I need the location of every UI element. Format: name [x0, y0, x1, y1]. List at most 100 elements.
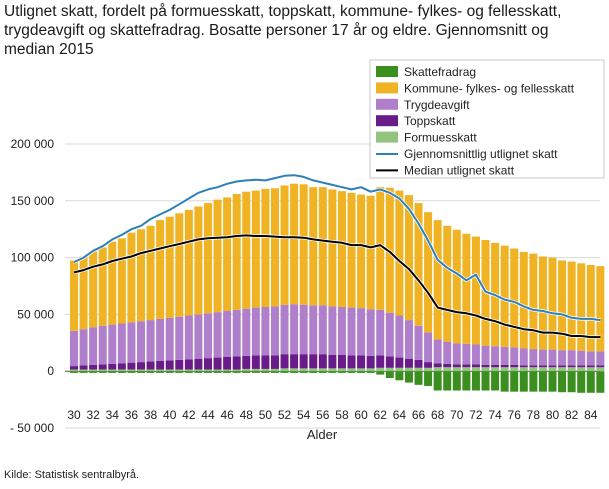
bar-series — [70, 183, 605, 393]
bar-toppskatt — [491, 364, 500, 368]
bar-formuesskatt — [175, 369, 184, 372]
bar-skattefradrag — [558, 371, 567, 393]
bar-skattefradrag — [108, 371, 117, 373]
bar-formuesskatt — [194, 369, 203, 372]
bar-formuesskatt — [347, 368, 356, 372]
bar-formuesskatt — [424, 367, 433, 372]
bar-toppskatt — [414, 359, 423, 368]
bar-skattefradrag — [261, 371, 270, 373]
bar-trygdeavgift — [366, 309, 375, 356]
x-tick-label: 38 — [144, 408, 158, 422]
median-tax-line — [73, 234, 601, 339]
bar-toppskatt — [385, 356, 394, 368]
bar-formuesskatt — [481, 367, 490, 372]
bar-skattefradrag — [596, 371, 605, 393]
x-tick-label: 68 — [431, 408, 445, 422]
bar-toppskatt — [156, 360, 165, 370]
bar-toppskatt — [328, 354, 337, 369]
bar-skattefradrag — [270, 371, 279, 373]
bar-kommune — [548, 257, 557, 350]
bar-trygdeavgift — [481, 345, 490, 365]
bar-toppskatt — [500, 364, 509, 368]
bar-formuesskatt — [184, 369, 193, 372]
bar-kommune — [79, 256, 88, 330]
bar-trygdeavgift — [232, 309, 241, 357]
bar-skattefradrag — [203, 371, 212, 373]
bar-kommune — [194, 206, 203, 315]
legend-swatch — [376, 82, 398, 94]
bar-skattefradrag — [538, 371, 547, 392]
bar-toppskatt — [452, 364, 461, 368]
x-tick-label: 46 — [220, 408, 234, 422]
bar-skattefradrag — [213, 371, 222, 373]
bar-skattefradrag — [299, 371, 308, 373]
x-tick-label: 80 — [546, 408, 560, 422]
legend-background — [369, 59, 605, 179]
bar-trygdeavgift — [309, 305, 318, 355]
bar-skattefradrag — [184, 371, 193, 373]
bar-toppskatt — [366, 355, 375, 369]
bar-kommune — [146, 225, 155, 321]
x-tick-label: 56 — [316, 408, 330, 422]
bar-kommune — [558, 260, 567, 351]
x-tick-label: 58 — [335, 408, 349, 422]
bar-formuesskatt — [70, 369, 78, 372]
bar-skattefradrag — [242, 371, 251, 373]
bar-skattefradrag — [117, 371, 126, 373]
bar-trygdeavgift — [347, 307, 356, 356]
bar-skattefradrag — [89, 371, 98, 373]
bar-trygdeavgift — [510, 347, 519, 365]
x-tick-label: 62 — [374, 408, 388, 422]
bar-skattefradrag — [70, 371, 78, 373]
bar-skattefradrag — [529, 371, 538, 392]
bar-skattefradrag — [424, 371, 433, 386]
bar-toppskatt — [242, 355, 251, 369]
x-tick-label: 36 — [125, 408, 139, 422]
bar-skattefradrag — [567, 371, 576, 393]
bar-formuesskatt — [567, 367, 576, 372]
bar-skattefradrag — [462, 371, 471, 391]
bar-kommune — [510, 248, 519, 348]
bar-trygdeavgift — [136, 321, 145, 363]
bar-kommune — [299, 184, 308, 305]
bar-toppskatt — [108, 363, 117, 370]
bar-skattefradrag — [500, 371, 509, 392]
bar-trygdeavgift — [280, 304, 289, 355]
bar-toppskatt — [424, 362, 433, 368]
x-tick-label: 70 — [450, 408, 464, 422]
bar-formuesskatt — [500, 367, 509, 372]
x-tick-label: 60 — [354, 408, 368, 422]
x-tick-label: 52 — [278, 408, 292, 422]
bar-trygdeavgift — [404, 320, 413, 359]
bar-skattefradrag — [328, 371, 337, 373]
bar-trygdeavgift — [414, 325, 423, 360]
legend-swatch — [376, 66, 398, 77]
y-axis-ticks: - 50 000 0 50 000 100 000 150 000 200 000 — [10, 137, 54, 435]
bar-trygdeavgift — [452, 343, 461, 365]
bar-formuesskatt — [146, 369, 155, 372]
bar-kommune — [596, 266, 605, 352]
bar-skattefradrag — [414, 371, 423, 385]
bar-trygdeavgift — [290, 304, 299, 355]
y-tick-label: 150 000 — [11, 194, 55, 208]
bar-trygdeavgift — [491, 346, 500, 365]
x-axis-ticks: 30 32 34 36 38 40 42 44 46 48 50 52 54 56 58 60 62 64 66 68… — [67, 408, 597, 422]
bar-kommune — [270, 188, 279, 307]
bar-kommune — [280, 185, 289, 305]
x-tick-label: 44 — [201, 408, 215, 422]
bar-kommune — [70, 260, 78, 331]
bar-toppskatt — [175, 359, 184, 370]
bar-skattefradrag — [337, 371, 346, 373]
bar-trygdeavgift — [146, 320, 155, 362]
bar-toppskatt — [280, 354, 289, 369]
bar-skattefradrag — [366, 371, 375, 373]
x-tick-label: 78 — [527, 408, 541, 422]
bar-trygdeavgift — [242, 308, 251, 356]
bar-skattefradrag — [280, 371, 289, 373]
bar-toppskatt — [270, 355, 279, 369]
y-tick-label: 200 000 — [11, 137, 55, 151]
bar-trygdeavgift — [156, 318, 165, 361]
bar-trygdeavgift — [538, 349, 547, 366]
bar-formuesskatt — [586, 367, 595, 372]
bar-skattefradrag — [577, 371, 586, 393]
